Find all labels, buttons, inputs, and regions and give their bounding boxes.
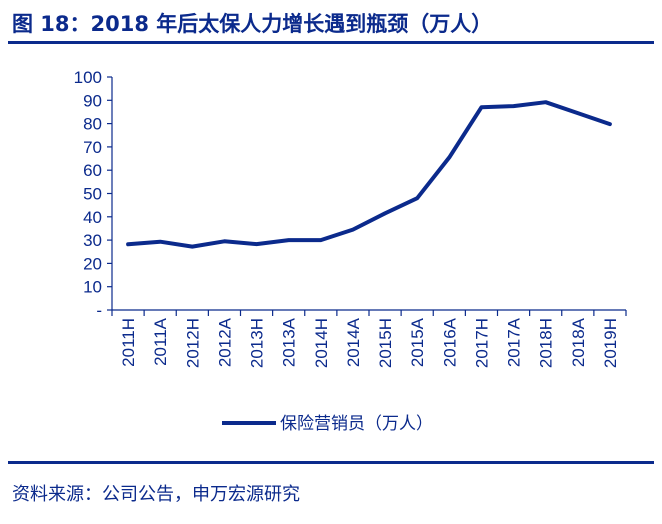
x-tick-label: 2016A	[440, 317, 459, 367]
source-note: 资料来源：公司公告，申万宏源研究	[12, 484, 300, 505]
title-divider	[8, 41, 654, 44]
y-tick-label: 90	[83, 91, 102, 110]
x-tick-label: 2013A	[280, 317, 299, 367]
y-tick-label: 30	[83, 231, 102, 250]
x-axis: 2011H 2011A 2012H 2012A 2013H 2013A 2014H 2014A…	[111, 309, 627, 368]
data-point	[479, 105, 483, 109]
data-point	[158, 240, 162, 244]
x-tick-label: 2015A	[408, 317, 427, 367]
data-point	[319, 238, 323, 242]
y-tick-label: -	[96, 301, 102, 320]
legend: 保险营销员（万人）	[222, 414, 433, 434]
y-tick-label: 40	[83, 208, 102, 227]
y-tick-label: 60	[83, 161, 102, 180]
data-point	[544, 100, 548, 104]
x-tick-label: 2011H	[119, 318, 138, 367]
x-tick-label: 2014H	[312, 318, 331, 368]
x-tick-label: 2015H	[376, 318, 395, 368]
chart-title: 图 18：2018 年后太保人力增长遇到瓶颈（万人）	[12, 12, 493, 36]
data-point	[383, 211, 387, 215]
y-tick-label: 80	[83, 115, 102, 134]
data-point	[447, 155, 451, 159]
data-point	[351, 228, 355, 232]
footer-divider	[8, 461, 654, 464]
data-point	[287, 238, 291, 242]
data-point	[222, 239, 226, 243]
data-point	[608, 122, 612, 126]
legend-label: 保险营销员（万人）	[280, 414, 433, 434]
x-tick-label: 2017H	[472, 318, 491, 368]
data-point	[190, 245, 194, 249]
x-tick-label: 2012A	[215, 317, 234, 367]
x-tick-label: 2011A	[151, 317, 170, 366]
series-line	[126, 100, 612, 249]
y-tick-label: 70	[83, 138, 102, 157]
y-axis: - 10 20 30 40 50 60 70 80 90 100	[74, 68, 113, 320]
y-tick-label: 50	[83, 185, 102, 204]
x-tick-label: 2019H	[601, 318, 620, 368]
y-tick-label: 100	[74, 68, 102, 87]
x-tick-label: 2013H	[248, 318, 267, 368]
data-point	[512, 104, 516, 108]
x-tick-label: 2018H	[537, 318, 556, 368]
data-point	[576, 111, 580, 115]
data-point	[126, 242, 130, 246]
x-tick-label: 2018A	[569, 317, 588, 367]
data-point	[415, 196, 419, 200]
x-tick-label: 2017A	[505, 317, 524, 367]
series-layer	[126, 100, 612, 249]
y-tick-label: 20	[83, 254, 102, 273]
data-point	[255, 242, 259, 246]
x-tick-label: 2014A	[344, 317, 363, 367]
y-tick-label: 10	[83, 278, 102, 297]
x-tick-label: 2012H	[183, 318, 202, 368]
